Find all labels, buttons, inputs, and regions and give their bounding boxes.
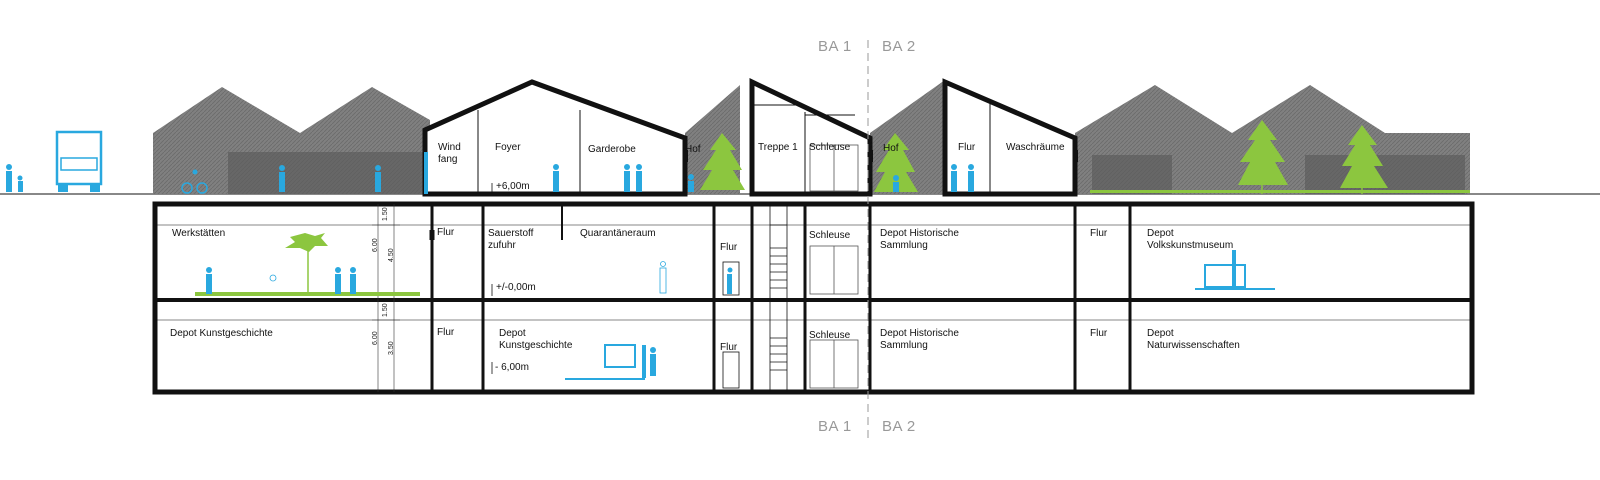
room-label-flur-ground: Flur xyxy=(958,142,976,153)
room-label-depot-kunstgeschichte-left: Depot Kunstgeschichte xyxy=(170,328,273,339)
room-label-sauerstoff: Sauerstoff zufuhr xyxy=(488,228,534,251)
room-label-flur-b2-a: Flur xyxy=(437,327,455,338)
room-label-schleuse-b2: Schleuse xyxy=(809,330,851,341)
room-label-treppe: Treppe 1 xyxy=(758,142,798,153)
room-label-schleuse-b1: Schleuse xyxy=(809,230,851,241)
scale-figures xyxy=(6,130,1275,380)
room-label-garderobe: Garderobe xyxy=(588,144,636,155)
ground-floor-partitions xyxy=(477,100,991,194)
level-label-lower: - 6,00m xyxy=(495,362,529,373)
room-label-depot-volkskunst: Depot Volkskunstmuseum xyxy=(1147,228,1234,251)
room-label-depot-naturwissenschaften: Depot Naturwissenschaften xyxy=(1147,328,1240,351)
dimension-b2-top: 1.50 xyxy=(382,303,389,317)
dimension-lines xyxy=(372,204,400,392)
room-label-flur-b2-c: Flur xyxy=(1090,328,1108,339)
room-label-depot-historisch-b1: Depot Historische Sammlung xyxy=(880,228,959,251)
ground-floor-volumes xyxy=(422,78,1078,197)
room-label-flur-b1-b: Flur xyxy=(720,242,738,253)
dimension-b1-top: 1.50 xyxy=(382,207,389,221)
phase-label-ba1-top: BA 1 xyxy=(818,38,852,55)
room-label-hof-left: Hof xyxy=(685,144,701,155)
lock-doors xyxy=(809,144,859,389)
room-label-werkstaetten: Werkstätten xyxy=(172,228,226,239)
dimension-b1-total: 6.00 xyxy=(372,238,379,252)
dimension-b2-total: 6.00 xyxy=(372,331,379,345)
room-label-quarantaene: Quarantäneraum xyxy=(580,228,656,239)
windfang-door xyxy=(424,152,428,194)
stair-core xyxy=(769,204,788,392)
room-label-flur-b2-b: Flur xyxy=(720,342,738,353)
room-label-flur-b1-a: Flur xyxy=(437,227,455,238)
phase-label-ba2-bottom: BA 2 xyxy=(882,418,916,435)
room-label-depot-historisch-b2: Depot Historische Sammlung xyxy=(880,328,959,351)
room-label-foyer: Foyer xyxy=(495,142,521,153)
dimension-b2-room: 3.50 xyxy=(388,341,395,355)
dimension-b1-room: 4.50 xyxy=(388,248,395,262)
room-label-depot-kunstgeschichte: Depot Kunstgeschichte xyxy=(499,328,573,351)
courtyard-enclosures xyxy=(228,152,1465,194)
room-label-hof-right: Hof xyxy=(883,143,899,154)
vegetation xyxy=(195,120,1470,296)
level-label-ground: +/-0,00m xyxy=(496,282,536,293)
level-label-upper: +6,00m xyxy=(496,181,530,192)
phase-label-ba1-bottom: BA 1 xyxy=(818,418,852,435)
room-label-flur-b1-c: Flur xyxy=(1090,228,1108,239)
room-label-windfang: Wind fang xyxy=(438,142,461,165)
room-label-waschraeume: Waschräume xyxy=(1006,142,1065,153)
phase-label-ba2-top: BA 2 xyxy=(882,38,916,55)
room-label-schleuse-ground: Schleuse xyxy=(809,142,851,153)
